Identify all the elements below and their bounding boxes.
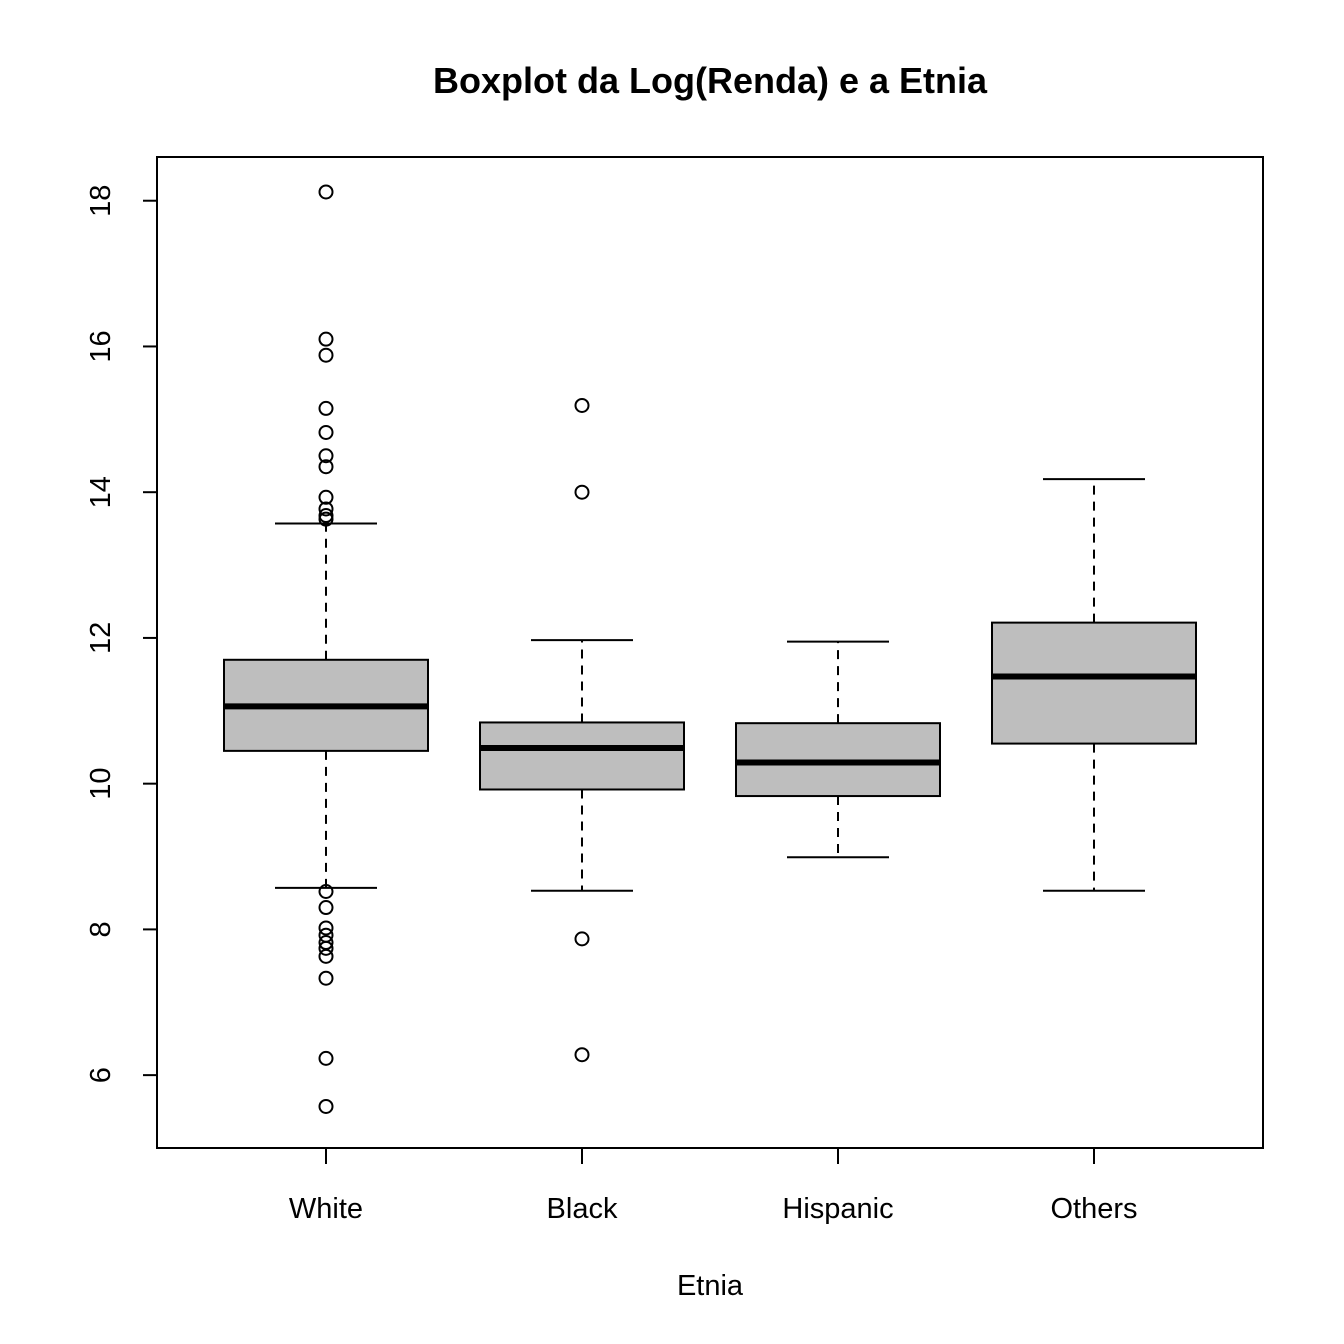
- box-black: [479, 721, 685, 791]
- outlier-point: [574, 1047, 590, 1063]
- outlier-point: [318, 400, 334, 416]
- x-tick-label: Others: [1050, 1193, 1137, 1225]
- y-tick-label: 18: [85, 185, 117, 217]
- outlier-point: [318, 347, 334, 363]
- outlier-point: [318, 1050, 334, 1066]
- outlier-point: [574, 397, 590, 413]
- outlier-point: [318, 331, 334, 347]
- outlier-point: [574, 931, 590, 947]
- y-tick-label: 16: [85, 330, 117, 362]
- outlier-point: [318, 448, 334, 464]
- outlier-point: [318, 489, 334, 505]
- outlier-point: [318, 424, 334, 440]
- plot-area: 6 8 10 12 14 16 18 White Black Hispanic Others: [85, 156, 1264, 1225]
- outlier-point: [318, 1098, 334, 1114]
- x-axis-label: Etnia: [677, 1270, 744, 1302]
- outlier-point: [318, 940, 334, 956]
- outlier-point: [318, 184, 334, 200]
- box-others: [991, 621, 1197, 745]
- outlier-point: [318, 511, 334, 527]
- x-tick-label: Hispanic: [782, 1193, 893, 1225]
- x-tick-label: White: [289, 1193, 363, 1225]
- outlier-point: [318, 920, 334, 936]
- outlier-point: [318, 884, 334, 900]
- y-tick-label: 8: [85, 921, 117, 937]
- outlier-point: [318, 501, 334, 517]
- outlier-point: [318, 900, 334, 916]
- outlier-point: [574, 484, 590, 500]
- outlier-point: [318, 970, 334, 986]
- y-tick-label: 12: [85, 622, 117, 654]
- x-tick-label: Black: [547, 1193, 618, 1225]
- outlier-point: [318, 459, 334, 475]
- plot-frame: [156, 156, 1264, 1149]
- y-tick-label: 14: [85, 476, 117, 508]
- y-tick-label: 6: [85, 1067, 117, 1083]
- y-tick-label: 10: [85, 768, 117, 800]
- outlier-point: [318, 948, 334, 964]
- chart-title: Boxplot da Log(Renda) e a Etnia: [433, 60, 988, 101]
